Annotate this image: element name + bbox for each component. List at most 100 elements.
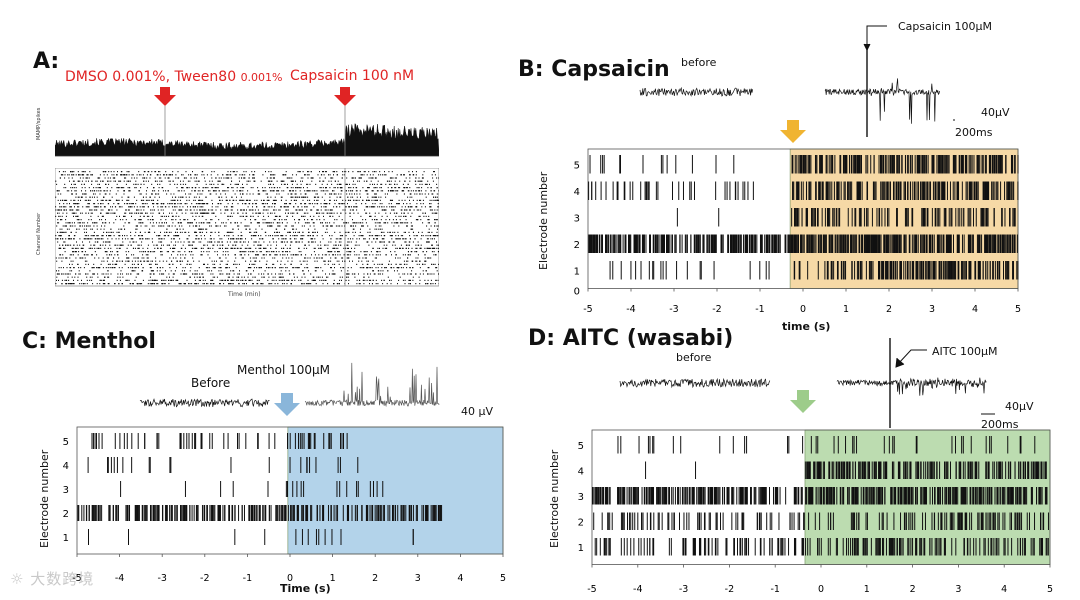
spike-dot: [359, 222, 361, 224]
spike-dot: [316, 209, 318, 211]
spike-dot: [295, 203, 297, 205]
spike-dot: [378, 235, 380, 237]
spike-dot: [135, 225, 137, 227]
spike-dot: [149, 251, 151, 253]
spike-dot: [156, 222, 157, 224]
spike-dot: [142, 196, 144, 198]
spike-dot: [402, 190, 404, 192]
spike-dot: [376, 251, 378, 253]
spike-dot: [232, 190, 234, 192]
spike-dot: [210, 193, 212, 195]
spike-dot: [292, 187, 294, 189]
spike-dot: [436, 247, 438, 249]
spike-dot: [59, 244, 61, 246]
spike-dot: [170, 270, 172, 272]
spike-dot: [235, 238, 237, 240]
spike-dot: [275, 251, 277, 253]
spike-dot: [60, 257, 62, 259]
spike-dot: [368, 187, 370, 189]
spike-dot: [426, 241, 428, 243]
spike-dot: [409, 174, 411, 176]
spike-dot: [159, 180, 161, 182]
spike-dot: [226, 231, 228, 233]
spike-dot: [278, 251, 280, 253]
spike-dot: [272, 199, 274, 201]
spike-dot: [295, 254, 297, 256]
spike-dot: [65, 279, 67, 281]
spike-dot: [323, 219, 325, 221]
spike-dot: [381, 231, 383, 233]
spike-dot: [89, 279, 91, 281]
spike-dot: [300, 263, 302, 265]
spike-dot: [289, 251, 291, 253]
spike-dot: [59, 203, 61, 205]
spike-dot: [286, 177, 288, 179]
spike-dot: [339, 225, 341, 227]
spike-dot: [412, 171, 413, 173]
spike-dot: [312, 231, 314, 233]
spike-dot: [145, 196, 147, 198]
spike-dot: [136, 283, 138, 285]
spike-dot: [199, 228, 200, 230]
spike-dot: [390, 199, 392, 201]
spike-dot: [140, 244, 142, 246]
spike-dot: [123, 215, 124, 217]
spike-dot: [324, 209, 326, 211]
spike-dot: [304, 260, 306, 262]
spike-dot: [87, 263, 89, 265]
spike-dot: [201, 215, 203, 217]
spike-dot: [140, 222, 142, 224]
spike-dot: [326, 222, 328, 224]
spike-dot: [219, 283, 220, 285]
spike-dot: [77, 263, 79, 265]
spike-dot: [186, 203, 188, 205]
spike-dot: [350, 196, 352, 198]
spike-dot: [254, 257, 256, 259]
spike-dot: [204, 209, 205, 211]
spike-dot: [300, 251, 302, 253]
spike-dot: [379, 222, 381, 224]
spike-dot: [416, 203, 418, 205]
spike-dot: [235, 199, 237, 201]
spike-dot: [415, 190, 417, 192]
spike-dot: [59, 206, 61, 208]
spike-dot: [361, 267, 363, 269]
spike-dot: [119, 244, 121, 246]
spike-dot: [231, 196, 233, 198]
spike-dot: [367, 206, 369, 208]
spike-dot: [214, 276, 216, 278]
spike-dot: [99, 177, 101, 179]
spike-dot: [313, 247, 315, 249]
spike-dot: [433, 190, 435, 192]
spike-dot: [172, 180, 174, 182]
spike-dot: [88, 238, 90, 240]
spike-dot: [311, 241, 313, 243]
spike-dot: [438, 279, 439, 281]
spike-dot: [226, 273, 228, 275]
spike-dot: [435, 254, 436, 256]
spike-dot: [68, 283, 70, 285]
spike-dot: [249, 267, 251, 269]
spike-dot: [110, 171, 112, 173]
spike-dot: [356, 187, 358, 189]
spike-dot: [332, 273, 334, 275]
spike-dot: [409, 209, 411, 211]
spike-dot: [316, 199, 318, 201]
spike-dot: [388, 260, 390, 262]
spike-dot: [340, 190, 342, 192]
spike-dot: [403, 231, 405, 233]
spike-dot: [340, 212, 342, 214]
spike-dot: [229, 231, 231, 233]
spike-dot: [314, 196, 316, 198]
spike-dot: [410, 190, 412, 192]
spike-dot: [247, 267, 249, 269]
spike-dot: [120, 228, 122, 230]
spike-dot: [285, 244, 287, 246]
spike-dot: [388, 171, 390, 173]
spike-dot: [245, 247, 247, 249]
spike-dot: [350, 225, 352, 227]
spike-dot: [378, 212, 380, 214]
spike-dot: [173, 199, 175, 201]
spike-dot: [126, 279, 128, 281]
spike-dot: [117, 251, 119, 253]
